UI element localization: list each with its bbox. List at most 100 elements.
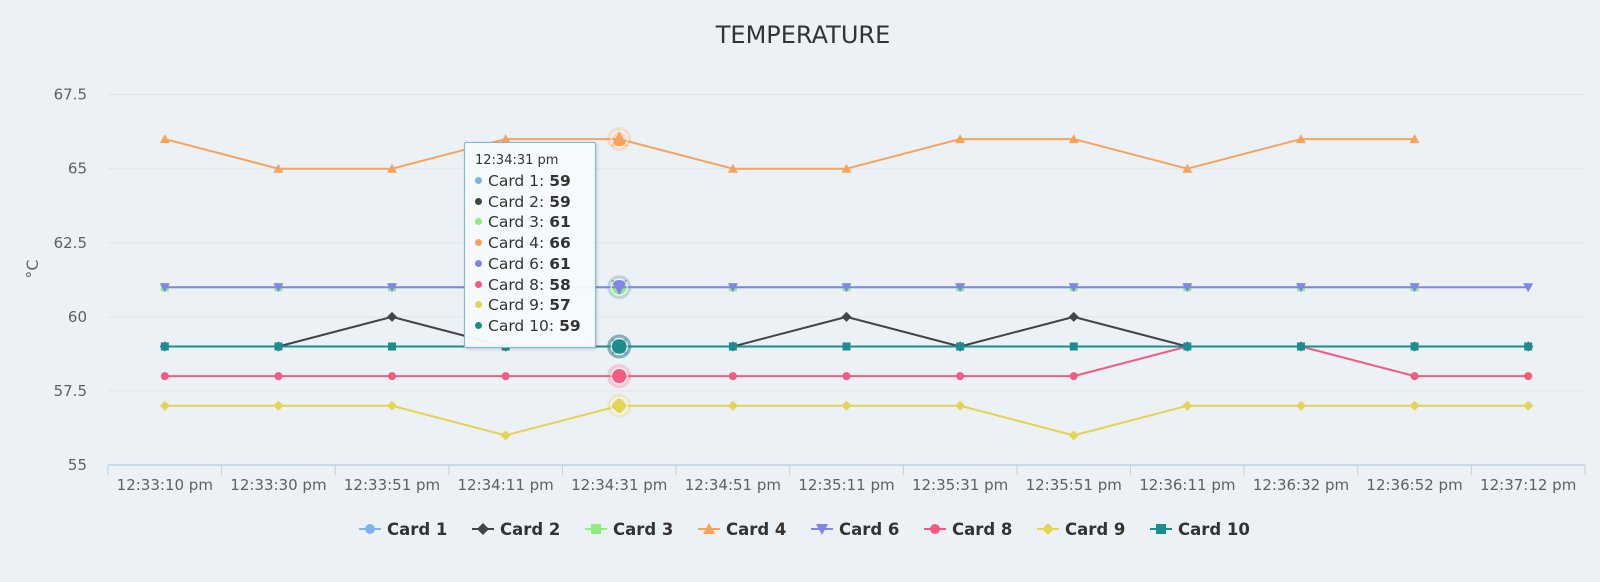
series-card-10[interactable] <box>160 337 1533 356</box>
data-point[interactable] <box>1068 430 1079 441</box>
series-line[interactable] <box>164 345 1529 378</box>
tooltip-label: Card 6: <box>488 254 550 273</box>
data-point[interactable] <box>1409 283 1420 293</box>
data-point[interactable] <box>159 400 170 411</box>
data-point[interactable] <box>160 372 169 381</box>
data-point[interactable] <box>500 134 511 144</box>
data-point[interactable] <box>1409 134 1420 144</box>
tooltip-dot <box>475 218 482 226</box>
hover-ring <box>610 397 628 415</box>
legend-symbol[interactable] <box>930 524 940 534</box>
data-point[interactable] <box>841 311 852 322</box>
data-point[interactable] <box>956 372 965 381</box>
data-point[interactable] <box>727 400 738 411</box>
legend-item[interactable]: Card 3 <box>585 520 673 539</box>
data-point[interactable] <box>1069 342 1078 351</box>
legend-label: Card 8 <box>952 520 1012 539</box>
data-point[interactable] <box>1183 342 1192 351</box>
legend-item[interactable]: Card 6 <box>811 520 899 539</box>
hover-ring <box>610 130 628 148</box>
tooltip-value: 59 <box>549 192 571 211</box>
data-point[interactable] <box>501 372 510 381</box>
data-point[interactable] <box>159 283 170 293</box>
legend-symbol[interactable] <box>365 524 375 534</box>
data-point[interactable] <box>955 400 966 411</box>
data-point[interactable] <box>611 397 628 414</box>
legend-symbol[interactable] <box>591 524 601 534</box>
data-point[interactable] <box>727 283 738 293</box>
data-point[interactable] <box>160 342 169 351</box>
legend-symbol[interactable] <box>816 524 828 535</box>
legend-item[interactable]: Card 2 <box>472 520 560 539</box>
data-point[interactable] <box>956 342 965 351</box>
data-point[interactable] <box>611 131 628 147</box>
tooltip-row: Card 3: 61 <box>475 212 595 233</box>
data-point[interactable] <box>1182 163 1193 173</box>
data-point[interactable] <box>955 283 966 293</box>
data-point[interactable] <box>612 339 627 354</box>
series-card-9[interactable] <box>159 397 1534 441</box>
legend-item[interactable]: Card 4 <box>698 520 786 539</box>
data-point[interactable] <box>1068 283 1079 293</box>
legend-item[interactable]: Card 10 <box>1150 520 1250 539</box>
legend-symbol[interactable] <box>703 523 715 534</box>
data-point[interactable] <box>1523 400 1534 411</box>
data-point[interactable] <box>842 342 851 351</box>
data-point[interactable] <box>1068 134 1079 144</box>
data-point[interactable] <box>1295 400 1306 411</box>
data-point[interactable] <box>1295 134 1306 144</box>
data-point[interactable] <box>1410 372 1419 381</box>
data-point[interactable] <box>159 134 170 144</box>
data-point[interactable] <box>727 163 738 173</box>
data-point[interactable] <box>1068 311 1079 322</box>
legend-symbol[interactable] <box>477 523 489 535</box>
data-point[interactable] <box>273 400 284 411</box>
data-point[interactable] <box>841 400 852 411</box>
data-point[interactable] <box>1523 283 1534 293</box>
data-point[interactable] <box>1182 283 1193 293</box>
legend-item[interactable]: Card 8 <box>924 520 1012 539</box>
data-point[interactable] <box>611 280 628 296</box>
data-point[interactable] <box>273 283 284 293</box>
data-point[interactable] <box>387 283 398 293</box>
data-point[interactable] <box>500 430 511 441</box>
data-point[interactable] <box>274 342 283 351</box>
data-point[interactable] <box>1410 342 1419 351</box>
data-point[interactable] <box>387 163 398 173</box>
legend-label: Card 2 <box>500 520 560 539</box>
tooltip-dot <box>475 259 482 267</box>
legend-symbol[interactable] <box>1156 524 1166 534</box>
data-point[interactable] <box>728 372 737 381</box>
series-card-4[interactable] <box>159 130 1420 173</box>
data-point[interactable] <box>388 372 397 381</box>
data-point[interactable] <box>1524 342 1533 351</box>
data-point[interactable] <box>388 342 397 351</box>
series-card-6[interactable] <box>159 278 1534 296</box>
data-point[interactable] <box>1182 400 1193 411</box>
legend-item[interactable]: Card 9 <box>1037 520 1125 539</box>
legend-label: Card 9 <box>1065 520 1125 539</box>
data-point[interactable] <box>841 163 852 173</box>
data-point[interactable] <box>842 372 851 381</box>
data-point[interactable] <box>1296 342 1305 351</box>
series-line[interactable] <box>164 138 1415 170</box>
legend-symbol[interactable] <box>1042 523 1054 535</box>
data-point[interactable] <box>728 342 737 351</box>
data-point[interactable] <box>955 134 966 144</box>
tooltip-dot <box>475 280 482 288</box>
data-point[interactable] <box>612 369 627 384</box>
data-point[interactable] <box>1524 372 1533 381</box>
data-point[interactable] <box>841 283 852 293</box>
legend-item[interactable]: Card 1 <box>359 520 447 539</box>
x-tick-label: 12:34:31 pm <box>571 476 667 494</box>
data-point[interactable] <box>1409 400 1420 411</box>
data-point[interactable] <box>273 163 284 173</box>
data-point[interactable] <box>387 400 398 411</box>
data-point[interactable] <box>387 311 398 322</box>
legend-label: Card 3 <box>613 520 673 539</box>
hover-ring <box>610 367 628 385</box>
data-point[interactable] <box>1295 283 1306 293</box>
data-point[interactable] <box>274 372 283 381</box>
y-tick-label: 55 <box>68 456 87 474</box>
data-point[interactable] <box>1069 372 1078 381</box>
